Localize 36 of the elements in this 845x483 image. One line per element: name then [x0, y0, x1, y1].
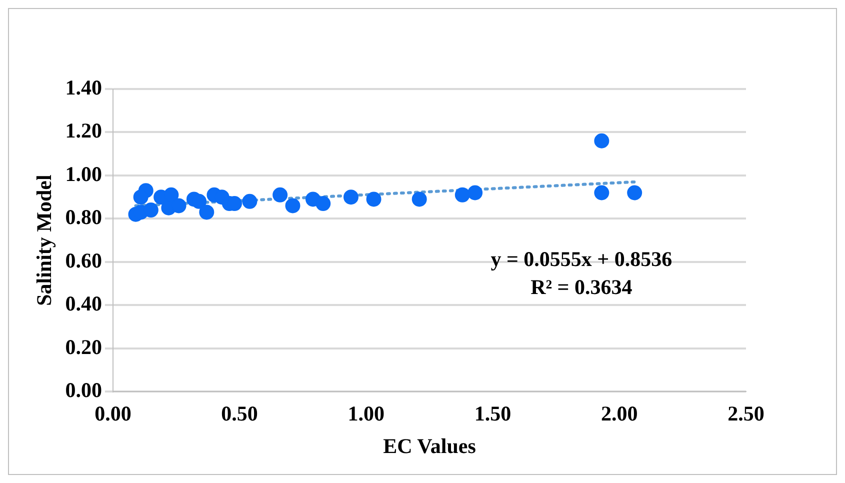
- point: [242, 194, 258, 209]
- x-tick-label: 2.50: [728, 402, 764, 426]
- point: [468, 185, 483, 200]
- point: [133, 190, 148, 205]
- point: [272, 187, 288, 202]
- y-tick-label: 0.80: [65, 205, 102, 230]
- point: [285, 198, 300, 214]
- point: [594, 185, 610, 200]
- point: [366, 192, 382, 207]
- point: [164, 187, 179, 202]
- point: [192, 194, 207, 209]
- x-tick-label: 2.00: [601, 402, 638, 426]
- point: [412, 192, 427, 207]
- point: [627, 185, 642, 200]
- point: [343, 190, 358, 205]
- x-axis-title: EC Values: [383, 434, 476, 458]
- point: [316, 196, 331, 212]
- annotation: R² = 0.3634: [530, 274, 633, 299]
- y-tick-label: 0.00: [65, 378, 102, 402]
- point: [199, 204, 214, 220]
- point: [454, 187, 470, 202]
- point: [143, 202, 158, 218]
- y-tick-label: 0.20: [65, 334, 102, 359]
- y-tick-label: 1.00: [65, 162, 102, 186]
- point: [171, 198, 186, 214]
- y-axis-title: Salinity Model: [32, 174, 56, 306]
- annotation: y = 0.0555x + 0.8536: [490, 246, 672, 271]
- point: [594, 133, 610, 148]
- x-tick-label: 1.00: [348, 402, 385, 426]
- x-tick-label: 0.00: [94, 402, 132, 426]
- x-tick-label: 1.50: [474, 402, 512, 426]
- y-tick-label: 1.20: [65, 118, 102, 143]
- y-tick-label: 0.40: [65, 292, 102, 316]
- x-tick-label: 0.50: [221, 402, 258, 426]
- y-tick-label: 1.40: [65, 75, 102, 100]
- y-tick-label: 0.60: [65, 248, 102, 272]
